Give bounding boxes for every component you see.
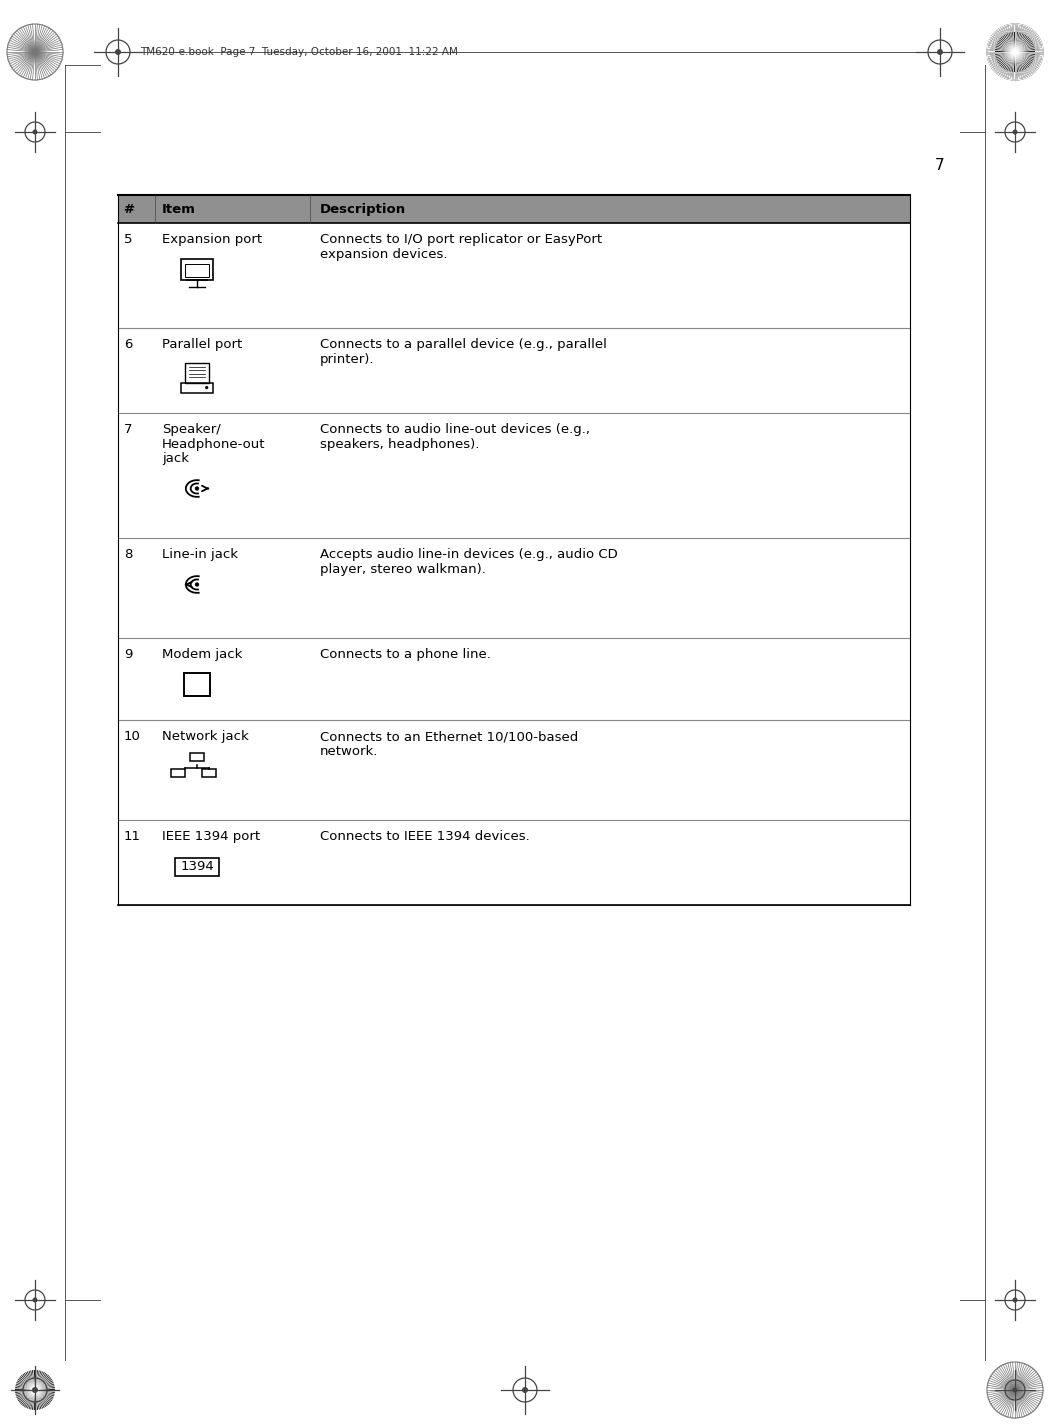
Text: network.: network. <box>320 744 378 758</box>
Bar <box>181 382 213 392</box>
Text: Item: Item <box>162 202 196 215</box>
Text: Connects to IEEE 1394 devices.: Connects to IEEE 1394 devices. <box>320 829 530 844</box>
Text: Speaker/: Speaker/ <box>162 423 220 436</box>
Circle shape <box>205 386 208 389</box>
Circle shape <box>1012 1388 1017 1392</box>
Text: 7: 7 <box>124 423 132 436</box>
Bar <box>190 752 204 761</box>
Text: Connects to a phone line.: Connects to a phone line. <box>320 648 491 661</box>
Text: 1394: 1394 <box>181 861 214 874</box>
Circle shape <box>937 48 943 56</box>
Text: Accepts audio line-in devices (e.g., audio CD: Accepts audio line-in devices (e.g., aud… <box>320 549 617 561</box>
Circle shape <box>116 48 121 56</box>
Text: jack: jack <box>162 452 189 465</box>
Circle shape <box>522 1387 528 1394</box>
Text: Connects to an Ethernet 10/100-based: Connects to an Ethernet 10/100-based <box>320 730 579 742</box>
Text: Line-in jack: Line-in jack <box>162 549 238 561</box>
Text: Connects to a parallel device (e.g., parallel: Connects to a parallel device (e.g., par… <box>320 338 607 351</box>
Bar <box>185 363 209 382</box>
Text: Description: Description <box>320 202 406 215</box>
Circle shape <box>32 1387 38 1394</box>
Bar <box>171 770 185 777</box>
Text: expansion devices.: expansion devices. <box>320 248 447 261</box>
Text: IEEE 1394 port: IEEE 1394 port <box>162 829 260 844</box>
Text: Network jack: Network jack <box>162 730 249 742</box>
Circle shape <box>1012 1298 1017 1302</box>
Text: player, stereo walkman).: player, stereo walkman). <box>320 563 486 576</box>
Bar <box>118 195 910 222</box>
Circle shape <box>1012 130 1017 134</box>
Circle shape <box>995 31 1035 73</box>
Text: 9: 9 <box>124 648 132 661</box>
Text: speakers, headphones).: speakers, headphones). <box>320 437 480 450</box>
Text: Parallel port: Parallel port <box>162 338 243 351</box>
Bar <box>175 858 218 875</box>
Text: 6: 6 <box>124 338 132 351</box>
Text: 5: 5 <box>124 234 132 247</box>
Text: Expansion port: Expansion port <box>162 234 262 247</box>
Bar <box>181 259 213 281</box>
Text: #: # <box>123 202 134 215</box>
Circle shape <box>33 130 38 134</box>
Text: 8: 8 <box>124 549 132 561</box>
Bar <box>186 264 209 276</box>
Text: 11: 11 <box>124 829 141 844</box>
Circle shape <box>195 583 200 587</box>
Circle shape <box>33 1298 38 1302</box>
Text: Headphone-out: Headphone-out <box>162 437 266 450</box>
Text: Connects to I/O port replicator or EasyPort: Connects to I/O port replicator or EasyP… <box>320 234 602 247</box>
Circle shape <box>15 1369 55 1409</box>
Text: Connects to audio line-out devices (e.g.,: Connects to audio line-out devices (e.g.… <box>320 423 590 436</box>
Bar <box>203 770 216 777</box>
Text: Modem jack: Modem jack <box>162 648 243 661</box>
Text: TM620-e.book  Page 7  Tuesday, October 16, 2001  11:22 AM: TM620-e.book Page 7 Tuesday, October 16,… <box>140 47 458 57</box>
Circle shape <box>195 486 200 490</box>
Text: 10: 10 <box>124 730 141 742</box>
Text: 7: 7 <box>936 158 945 172</box>
Bar <box>185 673 210 697</box>
Text: printer).: printer). <box>320 352 375 365</box>
